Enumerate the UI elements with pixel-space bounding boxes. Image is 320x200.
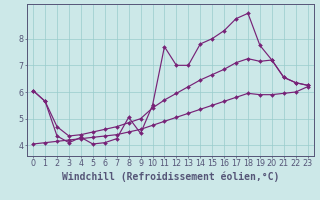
X-axis label: Windchill (Refroidissement éolien,°C): Windchill (Refroidissement éolien,°C) — [62, 171, 279, 182]
